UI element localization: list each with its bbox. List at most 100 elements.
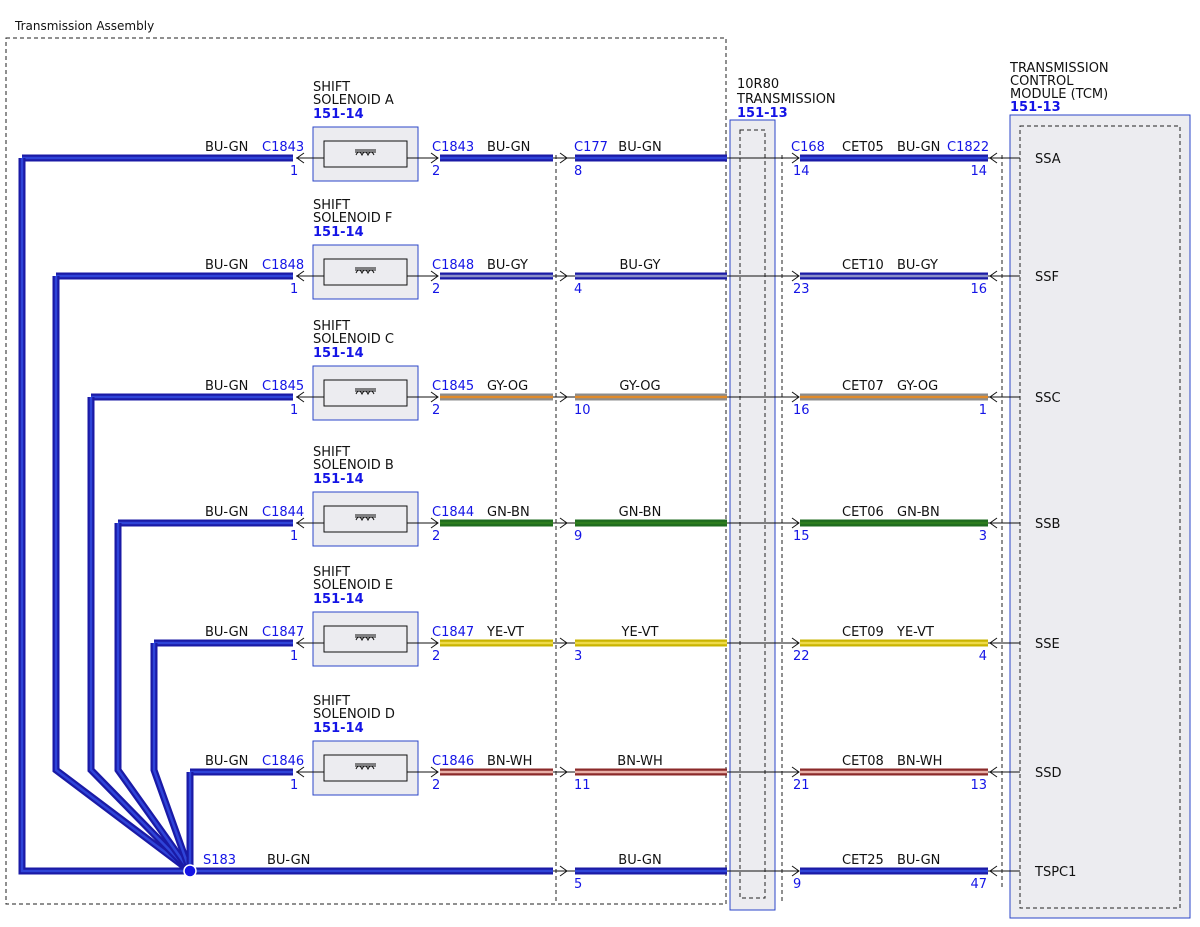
right-pin-label: 2 <box>432 649 440 664</box>
tcm-label-3: MODULE (TCM) <box>1010 87 1108 102</box>
connector-arrow-right-icon <box>430 391 439 403</box>
solenoid-label-line2: SOLENOID C <box>313 332 394 347</box>
splice-label: S183 <box>203 853 236 868</box>
left-connector-label: C1844 <box>262 505 304 520</box>
right-connector-label: C1844 <box>432 505 474 520</box>
c168-pin: 15 <box>793 529 810 544</box>
left-wire-color-label: BU-GN <box>205 505 248 520</box>
connector-arrow-right-icon <box>430 517 439 529</box>
transmission-label-1: 10R80 <box>737 77 779 92</box>
solenoid-coil-frame <box>323 379 408 407</box>
tcm-wire-color-label: GY-OG <box>897 379 938 394</box>
transmission-connector-block <box>729 119 776 911</box>
c1822-arrow-icon <box>989 766 998 778</box>
c168-label: C168 <box>791 140 825 155</box>
left-connector-label: C1847 <box>262 625 304 640</box>
c1822-label: C1822 <box>947 140 989 155</box>
c168-arrow-icon <box>791 391 800 403</box>
splice-wire-color-label: BU-GN <box>267 853 310 868</box>
tcm-signal-label: SSF <box>1035 270 1059 285</box>
solenoid-label-line2: SOLENOID F <box>313 211 392 226</box>
c168-pin: 14 <box>793 164 810 179</box>
tcm-label-1: TRANSMISSION <box>1009 61 1109 76</box>
solenoid-box <box>312 611 419 667</box>
solenoid-box <box>312 740 419 796</box>
mid-wire-color-label: YE-VT <box>621 625 659 640</box>
tcm-wire-color-label: BU-GN <box>897 853 940 868</box>
c168-pin: 22 <box>793 649 810 664</box>
right-wire-color-label: BN-WH <box>487 754 532 769</box>
tcm-block <box>1009 114 1191 919</box>
c1822-arrow-icon <box>989 865 998 877</box>
c1822-pin: 16 <box>970 282 987 297</box>
solenoid-ref: 151-14 <box>313 721 364 736</box>
tcm-wire-color-label: BU-GN <box>897 140 940 155</box>
c168-pin: 9 <box>793 877 801 892</box>
c168-pin: 16 <box>793 403 810 418</box>
solenoid-label-line2: SOLENOID B <box>313 458 394 473</box>
right-connector-label: C1846 <box>432 754 474 769</box>
left-wire-color-label: BU-GN <box>205 379 248 394</box>
solenoid-ref: 151-14 <box>313 225 364 240</box>
solenoid-ref: 151-14 <box>313 472 364 487</box>
right-connector-label: C1845 <box>432 379 474 394</box>
solenoid-coil-frame <box>323 140 408 168</box>
circuit-id-label: CET10 <box>842 258 884 273</box>
c177-pin: 10 <box>574 403 591 418</box>
tcm-signal-label: SSE <box>1035 637 1060 652</box>
trunk-wire <box>18 158 190 875</box>
mid-wire-color-label: BN-WH <box>617 754 662 769</box>
trunk-wire-stripe <box>152 643 192 872</box>
solenoid-ref: 151-14 <box>313 107 364 122</box>
left-pin-label: 1 <box>290 649 298 664</box>
left-pin-label: 1 <box>290 529 298 544</box>
tcm-wire-color-label: BU-GY <box>897 258 938 273</box>
right-connector-label: C1843 <box>432 140 474 155</box>
assembly-label: Transmission Assembly <box>14 19 154 33</box>
trunk-wire-stripe <box>89 397 191 872</box>
circuit-id-label: CET08 <box>842 754 884 769</box>
solenoid-box <box>312 244 419 300</box>
tcm-signal-label: SSA <box>1035 152 1061 167</box>
tcm-wire-color-label: GN-BN <box>897 505 940 520</box>
transmission-connector-inner <box>739 129 766 899</box>
c177-pin: 11 <box>574 778 591 793</box>
solenoid-box <box>312 491 419 547</box>
c1822-pin: 47 <box>970 877 987 892</box>
left-pin-label: 1 <box>290 164 298 179</box>
c1822-pin: 4 <box>979 649 987 664</box>
tcm-signal-label: SSD <box>1035 766 1062 781</box>
connector-arrow-left-icon <box>296 152 305 164</box>
transmission-ref: 151-13 <box>737 106 788 121</box>
mid-wire-color-label: BU-GY <box>620 258 661 273</box>
solenoid-coil-frame <box>323 505 408 533</box>
right-connector-label: C1847 <box>432 625 474 640</box>
solenoid-box <box>312 365 419 421</box>
circuit-id-label: CET09 <box>842 625 884 640</box>
solenoid-label-line2: SOLENOID D <box>313 707 395 722</box>
circuit-id-label: CET06 <box>842 505 884 520</box>
circuit-id-label: CET05 <box>842 140 884 155</box>
connector-arrow-right-icon <box>430 637 439 649</box>
right-wire-color-label: YE-VT <box>486 625 524 640</box>
splice-node <box>183 864 197 878</box>
right-wire-color-label: GY-OG <box>487 379 528 394</box>
right-pin-label: 2 <box>432 778 440 793</box>
trunk-wire-stripe <box>116 523 192 872</box>
connector-arrow-left-icon <box>296 766 305 778</box>
right-pin-label: 2 <box>432 529 440 544</box>
left-connector-label: C1848 <box>262 258 304 273</box>
left-wire-color-label: BU-GN <box>205 754 248 769</box>
tcm-label-2: CONTROL <box>1010 74 1074 89</box>
c1822-pin: 1 <box>979 403 987 418</box>
c177-pin: 9 <box>574 529 582 544</box>
c177-pin: 3 <box>574 649 582 664</box>
left-wire-color-label: BU-GN <box>205 140 248 155</box>
right-wire-color-label: BU-GN <box>487 140 530 155</box>
c168-arrow-icon <box>791 637 800 649</box>
solenoid-label-line1: SHIFT <box>313 80 350 95</box>
solenoid-label-line1: SHIFT <box>313 319 350 334</box>
right-pin-label: 2 <box>432 164 440 179</box>
